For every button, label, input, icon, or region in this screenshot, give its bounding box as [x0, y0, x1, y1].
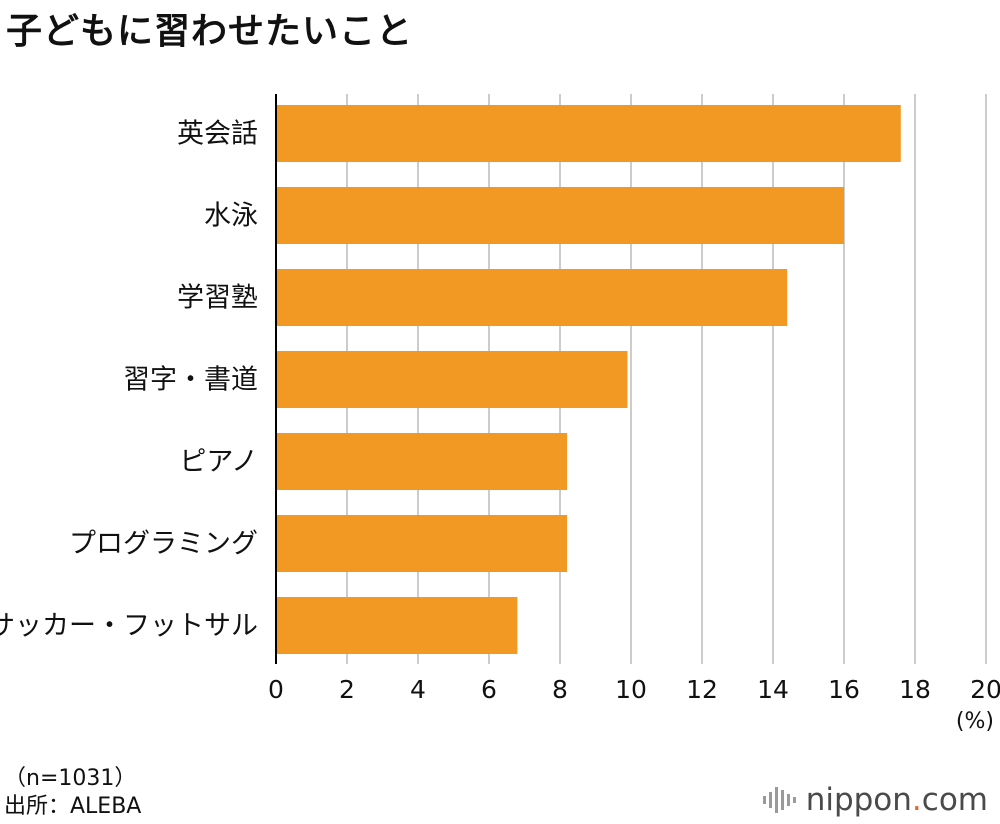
x-tick-label: 6: [481, 675, 497, 704]
brand-logo: nippon. com: [762, 782, 988, 818]
bar: [276, 269, 788, 326]
x-tick-label: 14: [757, 675, 789, 704]
x-tick-label: 16: [828, 675, 860, 704]
x-tick-label: 4: [410, 675, 426, 704]
category-label: ピアノ: [179, 447, 258, 478]
source-note: 出所：ALEBA: [4, 794, 142, 819]
x-axis-unit-label: (%): [956, 709, 994, 734]
brand-name-tail: com: [921, 782, 988, 818]
x-tick-label: 12: [686, 675, 718, 704]
category-label: プログラミング: [69, 529, 258, 560]
bar: [276, 187, 844, 244]
nippon-sound-bars-icon: [762, 785, 798, 815]
bar: [276, 433, 568, 490]
category-label: 学習塾: [177, 283, 258, 314]
category-label: サッカー・フットサル: [0, 611, 258, 642]
category-label: 習字・書道: [123, 365, 258, 396]
x-tick-label: 8: [552, 675, 568, 704]
x-tick-labels: 0 2 4 6 8 10 12 14 16 18 20: [268, 675, 1000, 704]
x-tick-label: 0: [268, 675, 284, 704]
bars: [276, 105, 901, 654]
sample-size-note: （n=1031）: [4, 766, 137, 791]
x-tick-label: 2: [339, 675, 355, 704]
brand-name-dot: .: [911, 782, 922, 818]
brand-name-main: nippon: [805, 782, 912, 818]
x-tick-label: 18: [899, 675, 931, 704]
x-tick-label: 10: [615, 675, 647, 704]
category-label: 水泳: [204, 201, 258, 232]
chart-title: 子どもに習わせたいこと: [6, 11, 414, 52]
x-tick-label: 20: [970, 675, 1000, 704]
category-label: 英会話: [177, 119, 258, 150]
bar: [276, 597, 518, 654]
bar: [276, 105, 901, 162]
bar: [276, 351, 628, 408]
bar: [276, 515, 568, 572]
